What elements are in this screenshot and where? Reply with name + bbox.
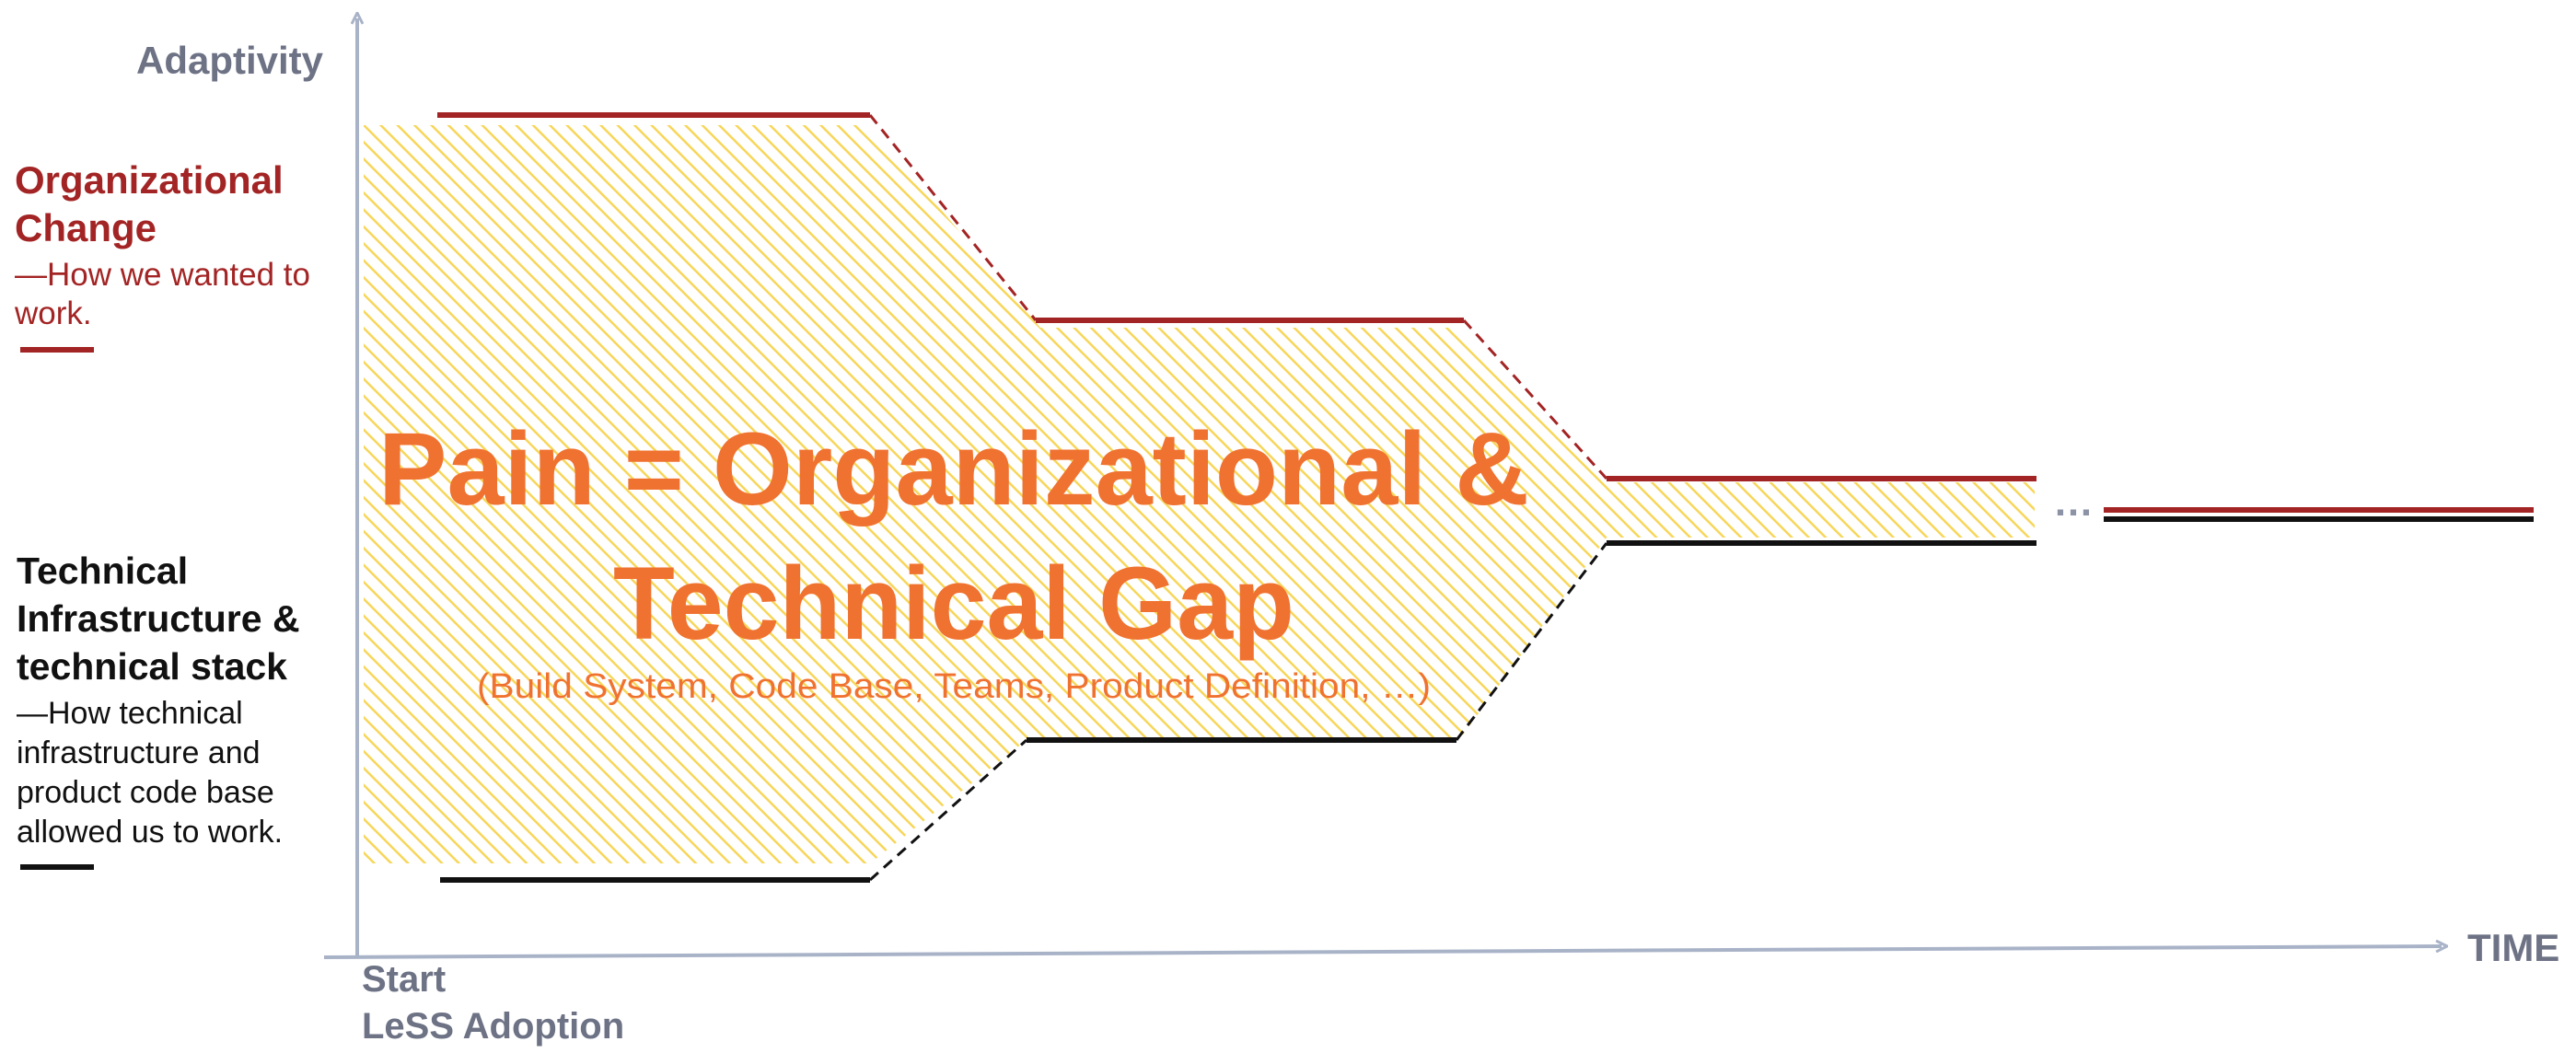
legend-org-desc-line1: —How we wanted to [15, 257, 310, 293]
origin-label-start: Start [362, 959, 446, 1000]
legend-org-title-line2: Change [15, 206, 157, 249]
tech-transition-2 [1455, 542, 1608, 741]
technical-infrastructure-line [440, 516, 2534, 883]
legend-tech-title-line3: technical stack [17, 645, 287, 688]
legend-tech-title-line1: Technical [17, 550, 188, 592]
legend-tech-desc-line3: product code base [17, 775, 274, 810]
gap-title-line1: Pain = Organizational & [378, 411, 1529, 526]
legend-tech-desc-line4: allowed us to work. [17, 815, 283, 850]
y-axis-label: Adaptivity [136, 39, 324, 82]
gap-subtitle: (Build System, Code Base, Teams, Product… [477, 667, 1431, 706]
tech-transition-1 [869, 738, 1027, 882]
legend-org-title-line1: Organizational [15, 158, 284, 202]
x-axis-label: TIME [2467, 926, 2559, 969]
legend-technical-infrastructure: Technical Infrastructure & technical sta… [17, 550, 300, 870]
legend-org-desc-line2: work. [14, 295, 92, 331]
legend-tech-title-line2: Infrastructure & [17, 597, 300, 640]
org-transition-1 [868, 114, 1038, 321]
origin-label-less-adoption: LeSS Adoption [362, 1006, 624, 1047]
x-axis [323, 946, 2442, 959]
legend-tech-desc-line2: infrastructure and [17, 735, 261, 770]
gap-title-line2: Technical Gap [613, 546, 1294, 661]
organizational-change-line [437, 112, 2534, 513]
legend-organizational-change: Organizational Change —How we wanted to … [14, 158, 310, 353]
pain-gap-area [364, 125, 2035, 863]
continuation-ellipsis: … [2053, 480, 2094, 525]
legend-tech-desc-line1: —How technical [17, 696, 243, 731]
